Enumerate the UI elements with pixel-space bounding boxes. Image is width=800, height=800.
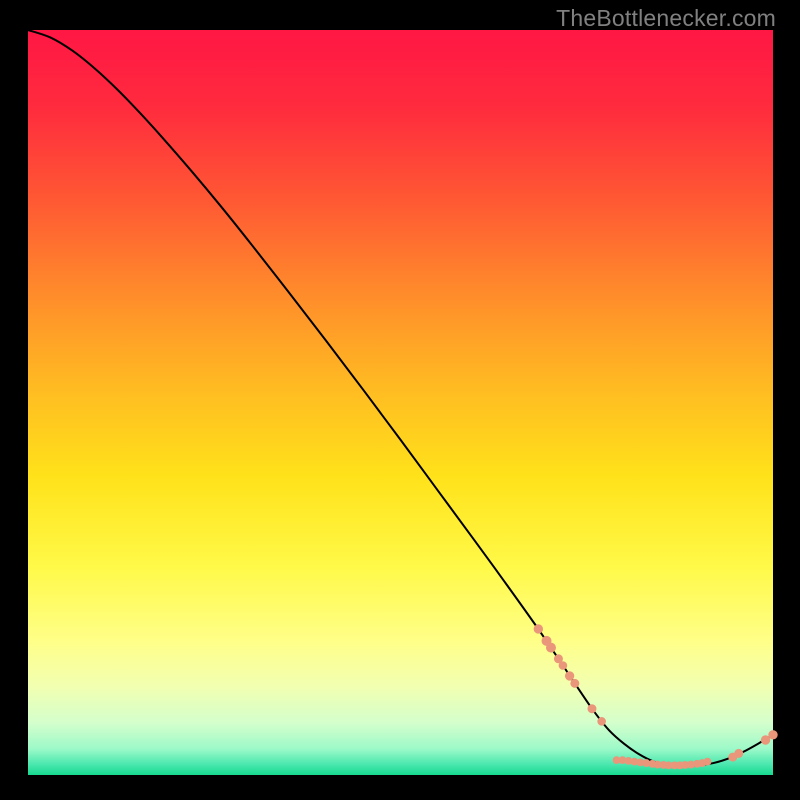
data-marker	[559, 662, 567, 670]
data-marker	[735, 749, 743, 757]
data-marker	[546, 643, 555, 652]
bottleneck-curve	[28, 30, 773, 766]
data-marker	[769, 731, 777, 739]
data-marker	[704, 758, 711, 765]
data-marker	[565, 672, 573, 680]
plot-area	[28, 30, 773, 775]
chart-frame: TheBottlenecker.com	[0, 0, 800, 800]
data-marker	[598, 718, 606, 726]
marker-group	[534, 625, 777, 769]
data-marker	[761, 736, 769, 744]
data-marker	[588, 705, 596, 713]
chart-svg-layer	[28, 30, 773, 775]
data-marker	[571, 679, 579, 687]
watermark-text: TheBottlenecker.com	[556, 5, 776, 32]
data-marker	[534, 625, 542, 633]
